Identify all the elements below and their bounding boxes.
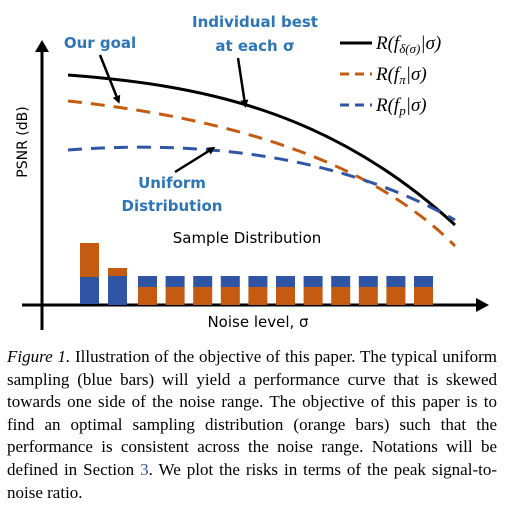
bar-segment [414, 287, 433, 305]
bar-segment [80, 243, 99, 277]
caption-text: Illustration of the objective of this pa… [7, 347, 498, 479]
annotation: Distribution [122, 197, 223, 215]
arrow [236, 57, 249, 108]
bar-segment [108, 268, 127, 276]
annotation: Individual best [192, 13, 318, 31]
legend-label: R(fp|σ) [375, 95, 427, 118]
section-ref[interactable]: 3 [140, 459, 149, 479]
bar-segment [358, 287, 378, 305]
bar-segment [193, 276, 213, 287]
sample-bars [80, 243, 433, 305]
bar-segment [303, 276, 323, 287]
arrow [98, 54, 121, 104]
legend-label: R(fπ|σ) [375, 64, 427, 87]
bar-segment [386, 276, 406, 287]
arrow [174, 146, 216, 174]
curve-optimal [67, 99, 457, 248]
bar-segment [165, 276, 185, 287]
curve-best [67, 73, 457, 227]
legend-label: R(fδ(σ)|σ) [375, 33, 441, 56]
annotation: Our goal [64, 34, 136, 52]
bar-segment [303, 287, 323, 305]
bar-segment [276, 276, 295, 287]
bar-segment [193, 287, 213, 305]
bar-segment [220, 276, 240, 287]
annotation: Uniform [138, 174, 206, 192]
caption-label: Figure 1. [7, 347, 71, 366]
curve-uniform [67, 145, 456, 222]
y-arrow [35, 40, 49, 52]
figure: PSNR (dB) Noise level, σ Our goal Indivi… [15, 13, 489, 331]
annotation: Sample Distribution [173, 229, 322, 247]
bar-segment [331, 287, 351, 305]
caption-text: . We plot the risks in terms of the peak… [7, 459, 497, 502]
bar-segment [358, 276, 378, 287]
bar-segment [331, 276, 351, 287]
bar-segment [220, 287, 240, 305]
bar-segment [414, 276, 433, 287]
bar-segment [138, 287, 157, 305]
bar-segment [386, 287, 406, 305]
legend: R(fδ(σ)|σ) R(fπ|σ) R(fp|σ) [340, 33, 441, 118]
x-axis-label: Noise level, σ [207, 313, 309, 331]
bar-segment [248, 276, 268, 287]
bar-segment [138, 276, 157, 287]
bar-segment [276, 287, 295, 305]
annotation: at each σ [215, 37, 294, 55]
bar-segment [80, 277, 99, 304]
caption: Figure 1. Illustration of the objective … [7, 346, 497, 504]
x-arrow [476, 298, 489, 312]
bar-segment [248, 287, 268, 305]
bar-segment [165, 287, 185, 305]
y-axis-label: PSNR (dB) [15, 106, 31, 177]
bar-segment [108, 276, 127, 305]
